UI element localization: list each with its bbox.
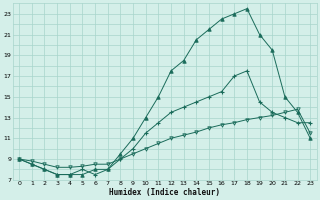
X-axis label: Humidex (Indice chaleur): Humidex (Indice chaleur)	[109, 188, 220, 197]
